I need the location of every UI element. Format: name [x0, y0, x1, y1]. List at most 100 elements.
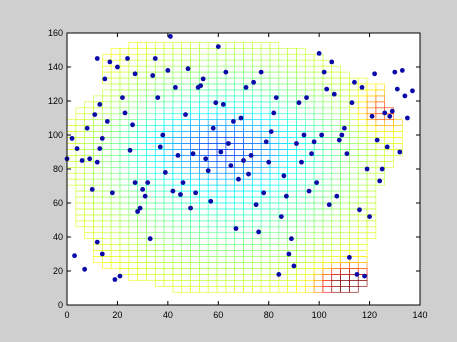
data-point — [246, 171, 251, 177]
data-point — [273, 95, 279, 100]
data-point — [261, 190, 267, 196]
data-point — [402, 93, 408, 99]
data-point — [387, 113, 393, 119]
y-tick-label: 0 — [58, 300, 63, 310]
data-point — [142, 193, 148, 199]
data-point — [354, 272, 360, 277]
data-point — [263, 139, 269, 145]
data-point — [253, 202, 259, 208]
data-point — [220, 102, 226, 107]
data-point — [339, 132, 345, 138]
data-point — [180, 180, 186, 186]
data-point — [266, 159, 272, 165]
data-point — [243, 85, 249, 90]
data-point — [309, 151, 314, 157]
data-points — [64, 34, 415, 282]
data-point — [271, 110, 277, 116]
data-point — [132, 180, 138, 186]
data-point — [137, 205, 143, 211]
data-point — [359, 85, 365, 90]
data-point — [372, 71, 378, 77]
data-point — [225, 141, 231, 146]
data-point — [185, 66, 191, 72]
data-point — [208, 198, 214, 204]
data-point — [127, 147, 133, 153]
data-point — [104, 119, 110, 124]
x-tick-label: 20 — [112, 310, 122, 320]
data-point — [215, 44, 221, 49]
data-point — [233, 226, 239, 231]
mesh-cell — [393, 119, 403, 126]
data-point — [324, 86, 330, 92]
data-point — [178, 192, 183, 197]
x-tick-label: 40 — [163, 310, 173, 320]
data-point — [145, 180, 151, 186]
x-tick-label: 100 — [312, 310, 327, 320]
data-point — [94, 239, 100, 245]
data-point — [258, 69, 264, 75]
data-point — [377, 178, 383, 184]
data-point — [379, 166, 385, 172]
data-point — [410, 88, 415, 94]
data-point — [99, 251, 105, 257]
interpolation-mesh — [66, 42, 403, 293]
data-point — [389, 108, 395, 114]
data-point — [321, 69, 327, 75]
y-tick-label: 140 — [48, 62, 63, 72]
data-point — [316, 51, 322, 56]
axis-ticks: 0 20 40 60 80 100 120 140 0 20 40 60 80 100 120 140 160 — [48, 28, 428, 320]
data-point — [160, 132, 166, 138]
data-point — [84, 125, 90, 131]
data-point — [241, 158, 246, 163]
mesh-cell — [340, 71, 350, 79]
data-point — [190, 151, 196, 157]
y-tick-label: 20 — [53, 266, 63, 276]
data-point — [92, 112, 98, 117]
data-point — [165, 68, 171, 73]
data-point — [183, 112, 188, 117]
data-point — [109, 190, 115, 196]
data-point — [326, 202, 332, 208]
x-tick-label: 120 — [362, 310, 377, 320]
data-point — [167, 34, 173, 39]
mesh-cell — [357, 77, 368, 85]
data-point — [344, 151, 350, 157]
data-point — [236, 176, 241, 182]
data-point — [392, 69, 398, 75]
data-point — [304, 95, 309, 100]
x-tick-label: 60 — [213, 310, 223, 320]
data-point — [283, 193, 289, 199]
data-point — [210, 125, 216, 131]
data-point — [97, 146, 103, 152]
mesh-cell — [296, 47, 306, 55]
data-point — [94, 56, 100, 61]
data-point — [223, 69, 229, 75]
data-point — [200, 76, 206, 82]
data-point — [99, 136, 105, 141]
data-point — [87, 156, 93, 162]
data-point — [218, 149, 224, 155]
data-point — [399, 68, 405, 73]
x-tick-label: 80 — [264, 310, 274, 320]
data-point — [299, 159, 304, 165]
data-point — [314, 180, 320, 186]
data-point — [367, 214, 372, 220]
data-point — [107, 59, 113, 65]
data-point — [74, 146, 80, 152]
data-point — [102, 76, 108, 82]
data-point — [352, 79, 357, 85]
data-point — [173, 85, 178, 90]
data-point — [132, 71, 138, 77]
data-point — [130, 122, 135, 128]
data-point — [319, 132, 325, 138]
mesh-cell — [375, 83, 386, 91]
data-point — [374, 137, 380, 143]
data-point — [364, 166, 370, 172]
data-point — [213, 100, 219, 106]
data-point — [157, 144, 163, 150]
data-point — [115, 64, 120, 70]
data-point — [311, 139, 317, 145]
data-point — [79, 158, 85, 163]
data-point — [334, 193, 340, 199]
data-point — [69, 136, 75, 141]
